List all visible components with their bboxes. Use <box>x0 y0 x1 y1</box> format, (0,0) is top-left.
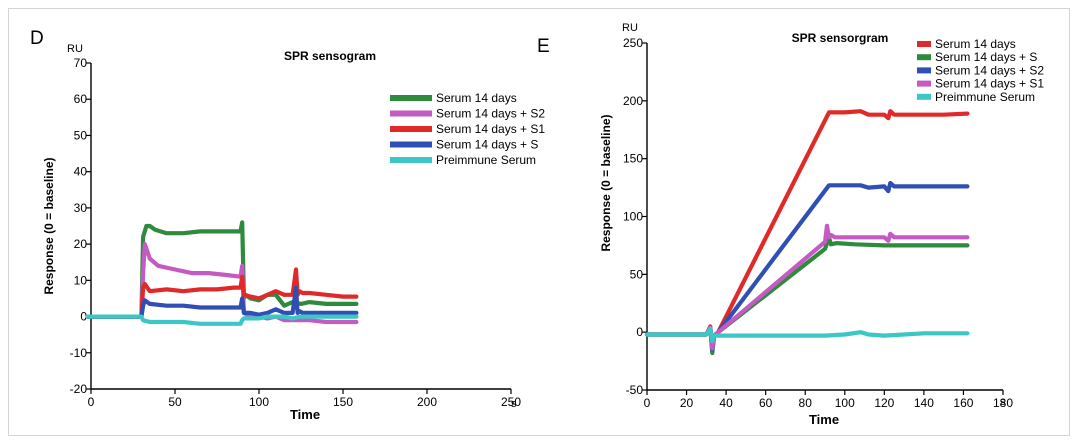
y-tick-label: 0 <box>80 310 87 324</box>
y-tick-label: 50 <box>630 267 644 281</box>
y-tick-label: 150 <box>623 152 643 166</box>
series-line <box>85 267 359 319</box>
series-line <box>644 109 970 352</box>
legend-label: Serum 14 days + S <box>436 138 538 152</box>
x-tick-label: 50 <box>168 395 182 409</box>
y-tick-label: 30 <box>74 201 88 215</box>
legend-swatch <box>917 93 931 100</box>
series-line <box>644 326 970 344</box>
x-tick-label: 140 <box>914 396 934 410</box>
series-line <box>85 220 359 319</box>
x-tick-label: 250 <box>501 395 521 409</box>
y-tick-label: 70 <box>74 56 88 70</box>
x-tick-label: 100 <box>835 396 855 410</box>
legend-swatch <box>917 80 931 87</box>
x-tick-label: 0 <box>644 396 651 410</box>
chart-title: SPR sensorgram <box>792 31 889 45</box>
x-tick-label: 160 <box>953 396 973 410</box>
x-tick-label: 40 <box>719 396 733 410</box>
y-tick-label: -20 <box>70 382 88 396</box>
legend-label: Serum 14 days + S2 <box>935 63 1044 77</box>
x-tick-label: 180 <box>993 396 1013 410</box>
series-line <box>644 180 970 352</box>
x-axis-unit: s <box>511 398 517 410</box>
x-tick-label: 0 <box>88 395 95 409</box>
legend-label: Serum 14 days <box>436 91 517 105</box>
x-axis-label: Time <box>809 412 839 427</box>
y-tick-label: 250 <box>623 36 643 50</box>
legend-swatch <box>390 157 432 163</box>
legend-label: Serum 14 days + S2 <box>436 107 545 121</box>
legend-swatch <box>390 110 432 117</box>
legend-swatch <box>917 54 931 61</box>
chart-panel-d: D SPR sensogram RU s -20 -10 0 10 20 30 40 50 60 70 0 5… <box>30 28 545 422</box>
y-tick-label: 10 <box>74 273 88 287</box>
y-axis-label: Response (0 = baseline) <box>42 157 56 294</box>
legend-label: Serum 14 days <box>935 37 1016 51</box>
y-tick-label: 50 <box>74 128 88 142</box>
figure-frame <box>8 8 1070 436</box>
y-axis-unit: RU <box>622 22 638 34</box>
x-tick-label: 120 <box>874 396 894 410</box>
y-axis-label: Response (0 = baseline) <box>599 114 613 251</box>
panel-letter: D <box>30 28 44 49</box>
x-tick-label: 200 <box>417 395 437 409</box>
series-line <box>85 314 359 326</box>
series-line <box>85 242 359 325</box>
x-tick-label: 100 <box>249 395 269 409</box>
y-axis-unit: RU <box>67 43 83 55</box>
legend-swatch <box>390 141 432 148</box>
y-tick-label: -10 <box>70 346 88 360</box>
y-tick-label: -50 <box>626 383 644 397</box>
panel-letter: E <box>537 36 550 57</box>
legend-label: Preimmune Serum <box>436 153 536 167</box>
legend-swatch <box>917 67 931 74</box>
x-tick-label: 150 <box>333 395 353 409</box>
y-tick-label: 20 <box>74 237 88 251</box>
y-tick-label: 60 <box>74 92 88 106</box>
legend-swatch <box>917 41 931 47</box>
x-tick-label: 60 <box>759 396 773 410</box>
y-tick-label: 200 <box>623 94 643 108</box>
series-line <box>85 285 359 319</box>
legend-label: Serum 14 days + S1 <box>436 122 545 136</box>
legend-label: Serum 14 days + S <box>935 50 1037 64</box>
chart-title: SPR sensogram <box>284 49 376 63</box>
y-tick-label: 40 <box>74 165 88 179</box>
legend-swatch <box>390 95 432 101</box>
y-tick-label: 100 <box>623 210 643 224</box>
x-tick-label: 80 <box>799 396 813 410</box>
legend-swatch <box>390 126 432 132</box>
x-tick-label: 20 <box>680 396 694 410</box>
x-axis-label: Time <box>290 407 320 422</box>
y-tick-label: 0 <box>636 325 643 339</box>
legend-label: Preimmune Serum <box>935 90 1035 104</box>
series-line <box>644 223 970 351</box>
legend-label: Serum 14 days + S1 <box>935 77 1044 91</box>
x-axis-unit: s <box>1000 396 1006 408</box>
